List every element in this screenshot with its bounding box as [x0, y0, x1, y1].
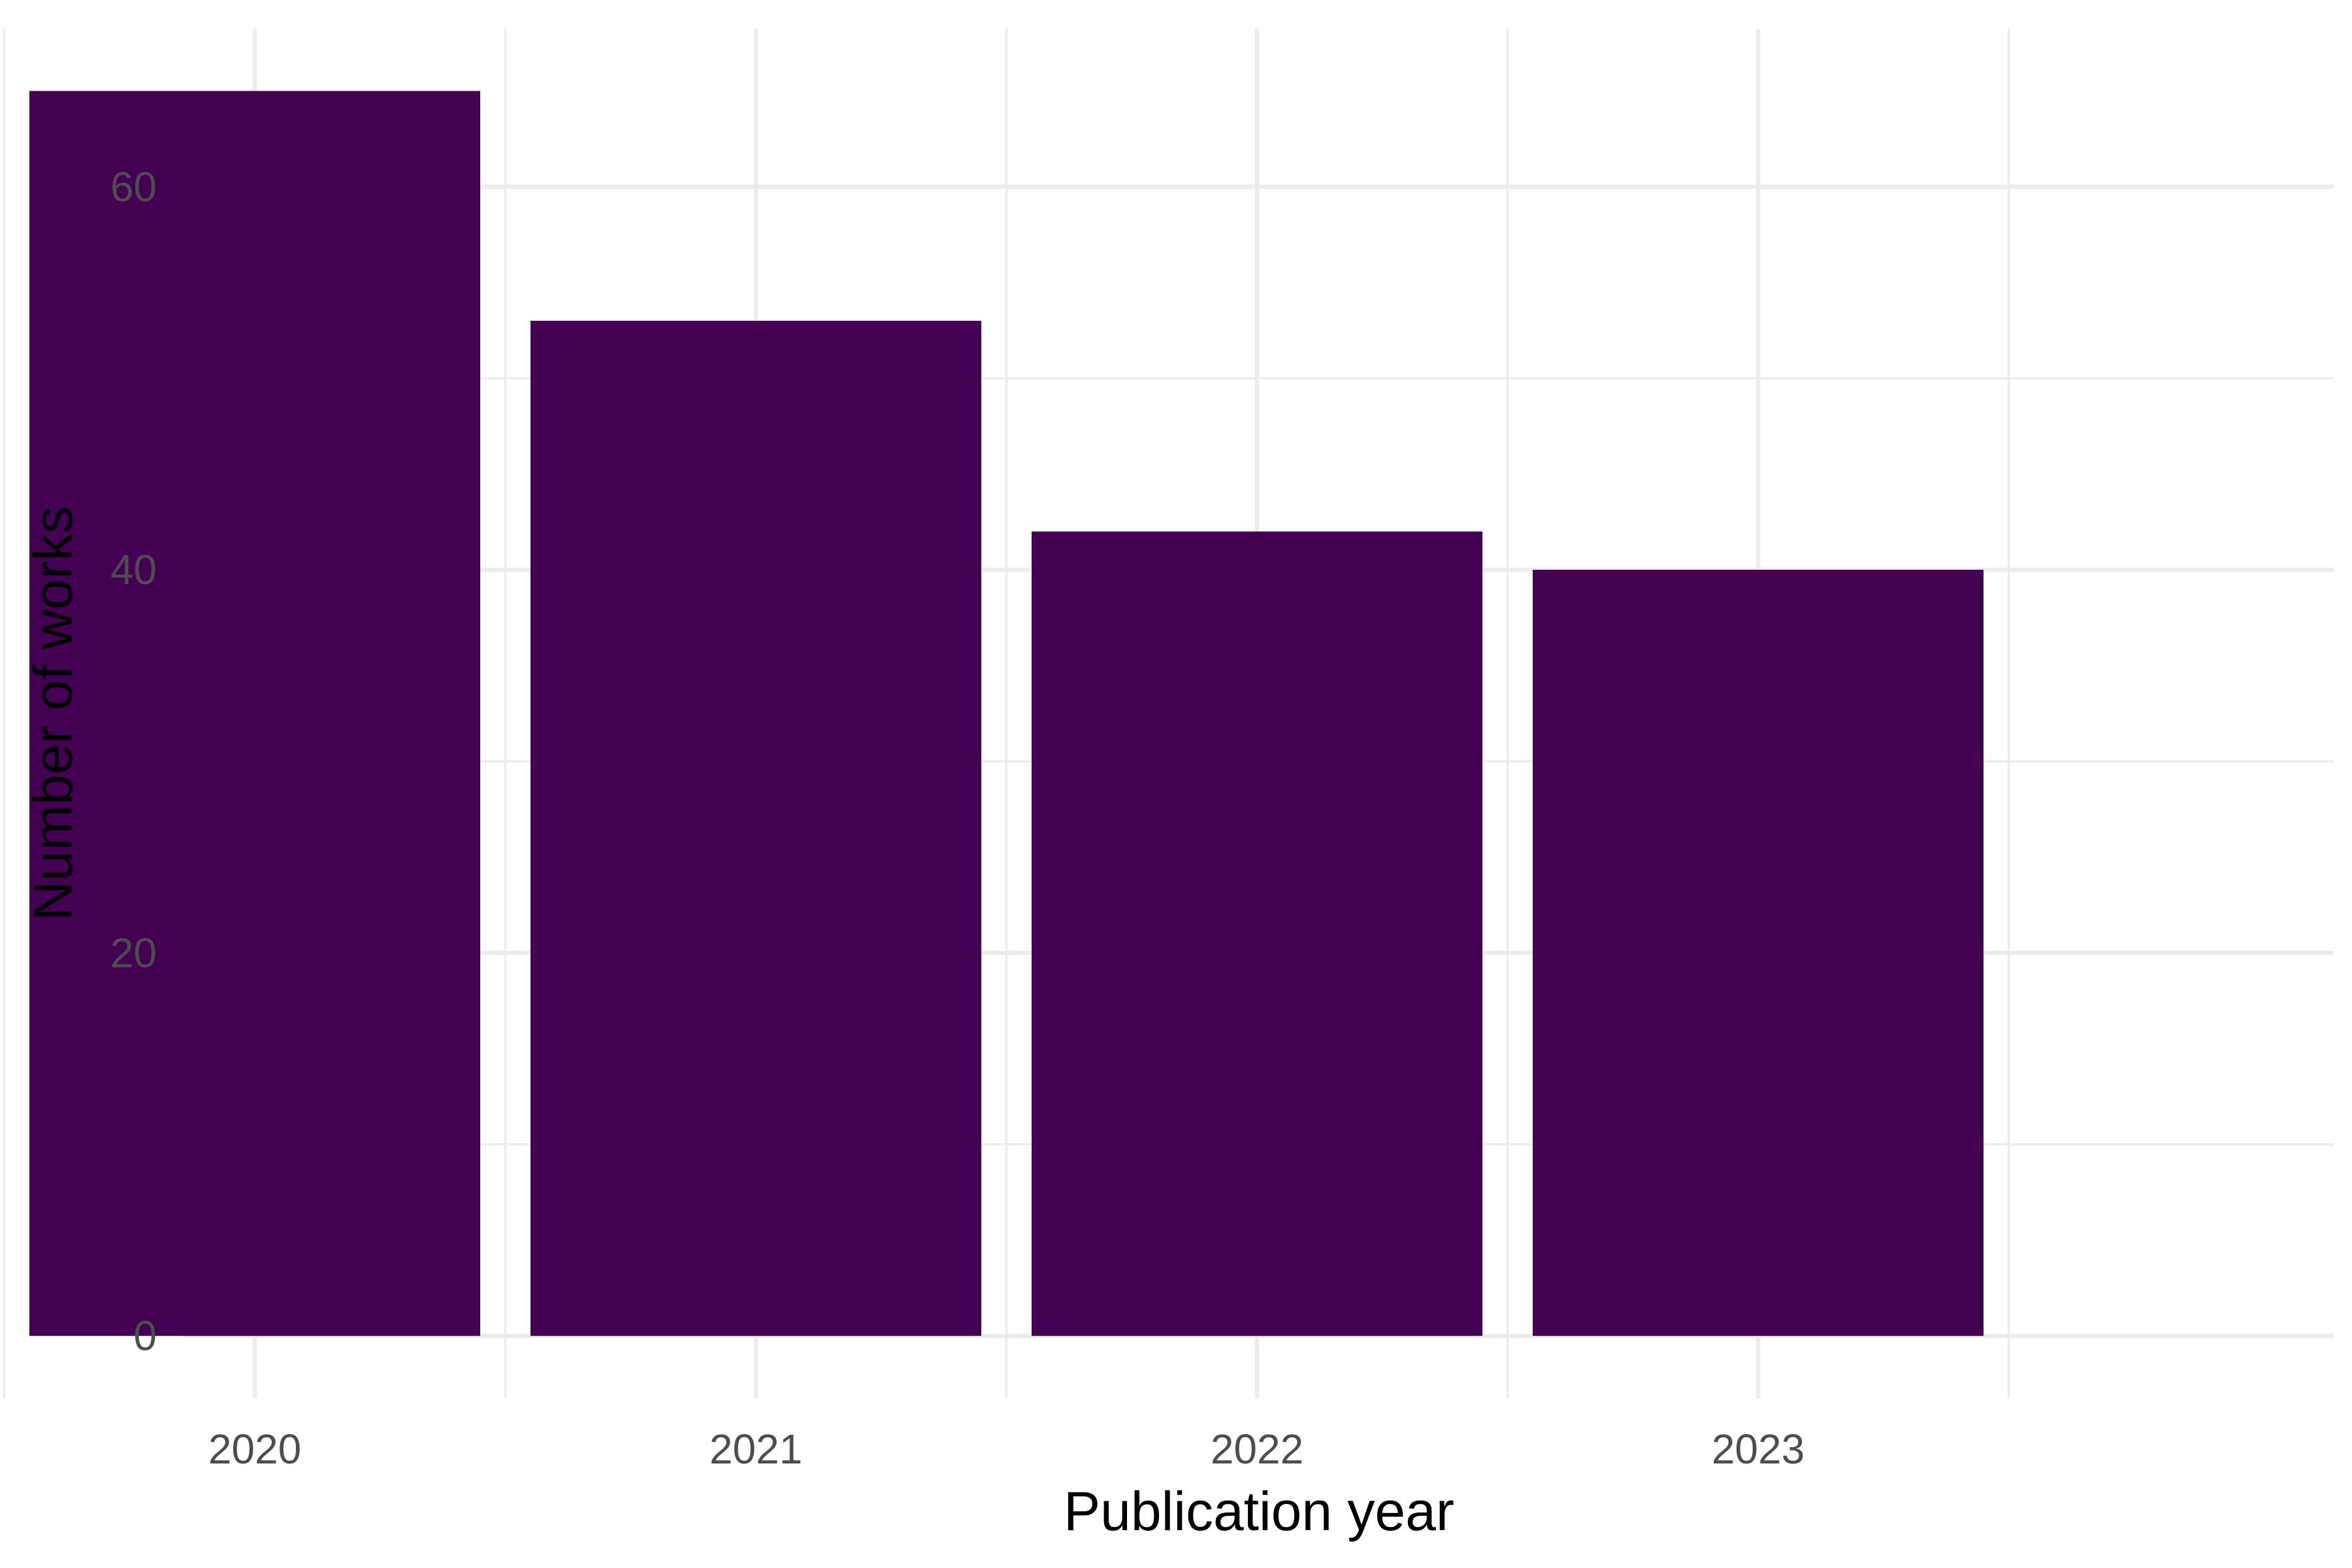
x-tick-label: 2022 — [1211, 1426, 1303, 1473]
x-tick-label: 2023 — [1712, 1426, 1805, 1473]
y-tick-label: 20 — [110, 929, 157, 976]
y-tick-label: 40 — [110, 546, 157, 593]
y-axis-title: Number of works — [22, 506, 84, 921]
y-tick-labels: 0 20 40 60 — [110, 163, 157, 1360]
bars — [29, 91, 1984, 1336]
bar-2022 — [1032, 531, 1482, 1336]
bar-2021 — [531, 321, 981, 1336]
bar-2023 — [1533, 570, 1984, 1336]
x-axis-title: Publication year — [1064, 1480, 1454, 1542]
x-tick-label: 2020 — [208, 1426, 301, 1473]
y-tick-label: 60 — [110, 163, 157, 210]
x-tick-labels: 2020 2021 2022 2023 — [208, 1426, 1805, 1473]
bar-2020 — [29, 91, 480, 1336]
x-tick-label: 2021 — [710, 1426, 802, 1473]
y-tick-label: 0 — [133, 1313, 157, 1360]
